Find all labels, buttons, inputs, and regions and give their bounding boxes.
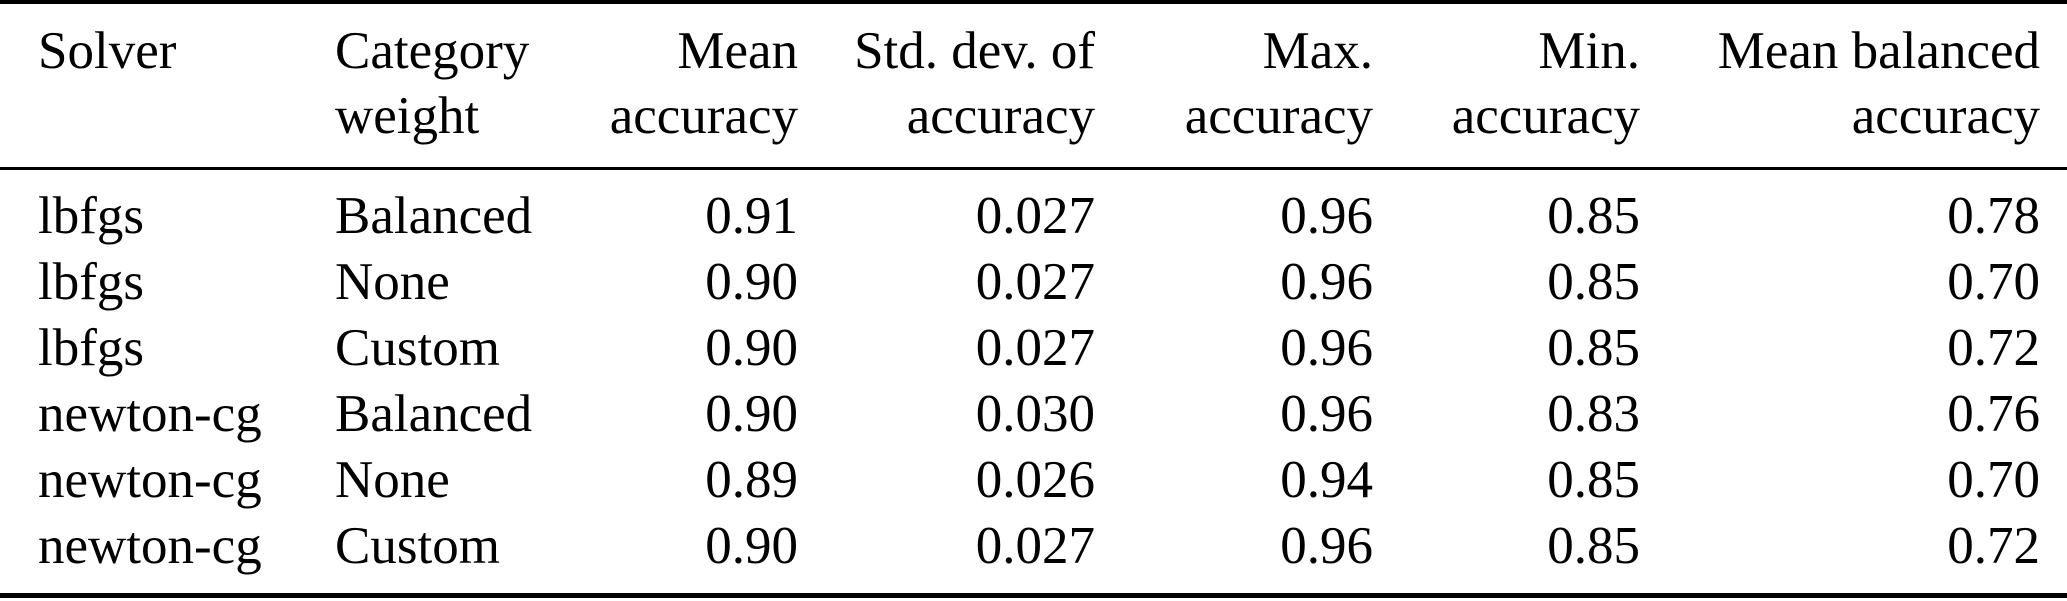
- column-header-std-dev-of-accuracy: Std. dev. of accuracy: [798, 2, 1095, 170]
- header-line2: accuracy: [906, 87, 1095, 145]
- cell-category-weight: None: [335, 451, 450, 509]
- column-header-max-accuracy: Max. accuracy: [1095, 2, 1373, 170]
- table-row: newton-cg Balanced 0.90 0.030 0.96 0.83 …: [0, 381, 2067, 447]
- cell-min-accuracy: 0.85: [1547, 319, 1640, 377]
- cell-mean-balanced-accuracy: 0.70: [1947, 451, 2040, 509]
- cell-std-dev-of-accuracy: 0.027: [975, 319, 1095, 377]
- header-line1: Solver: [38, 22, 177, 80]
- cell-solver: newton-cg: [38, 451, 262, 509]
- column-header-min-accuracy: Min. accuracy: [1373, 2, 1640, 170]
- header-line1: Category: [335, 22, 530, 80]
- cell-category-weight: None: [335, 253, 450, 311]
- cell-solver: newton-cg: [38, 385, 262, 443]
- cell-max-accuracy: 0.94: [1280, 451, 1373, 509]
- header-line2: accuracy: [1851, 87, 2040, 145]
- cell-std-dev-of-accuracy: 0.027: [975, 187, 1095, 245]
- cell-std-dev-of-accuracy: 0.027: [975, 517, 1095, 575]
- cell-solver: lbfgs: [38, 187, 144, 245]
- cell-max-accuracy: 0.96: [1280, 253, 1373, 311]
- cell-category-weight: Custom: [335, 319, 500, 377]
- header-line1: Min.: [1538, 22, 1640, 80]
- column-header-solver: Solver: [0, 2, 335, 170]
- cell-min-accuracy: 0.85: [1547, 517, 1640, 575]
- cell-solver: lbfgs: [38, 253, 144, 311]
- cell-std-dev-of-accuracy: 0.027: [975, 253, 1095, 311]
- cell-mean-accuracy: 0.90: [705, 319, 798, 377]
- cell-max-accuracy: 0.96: [1280, 517, 1373, 575]
- cell-min-accuracy: 0.85: [1547, 253, 1640, 311]
- cell-mean-accuracy: 0.90: [705, 253, 798, 311]
- column-header-mean-balanced-accuracy: Mean balanced accuracy: [1640, 2, 2067, 170]
- cell-mean-balanced-accuracy: 0.72: [1947, 517, 2040, 575]
- cell-category-weight: Balanced: [335, 385, 533, 443]
- table-row: newton-cg None 0.89 0.026 0.94 0.85 0.70: [0, 447, 2067, 513]
- header-line1: Std. dev. of: [854, 22, 1095, 80]
- header-line1: Mean balanced: [1717, 22, 2040, 80]
- cell-mean-accuracy: 0.89: [705, 451, 798, 509]
- header-line1: Mean: [677, 22, 798, 80]
- cell-std-dev-of-accuracy: 0.030: [975, 385, 1095, 443]
- cell-max-accuracy: 0.96: [1280, 187, 1373, 245]
- cell-mean-balanced-accuracy: 0.78: [1947, 187, 2040, 245]
- header-line2: accuracy: [1184, 87, 1373, 145]
- cell-std-dev-of-accuracy: 0.026: [975, 451, 1095, 509]
- cell-mean-accuracy: 0.90: [705, 385, 798, 443]
- header-row: Solver Category weight Mean accuracy Std…: [0, 2, 2067, 170]
- cell-category-weight: Custom: [335, 517, 500, 575]
- cell-mean-balanced-accuracy: 0.72: [1947, 319, 2040, 377]
- cell-solver: lbfgs: [38, 319, 144, 377]
- cell-mean-accuracy: 0.90: [705, 517, 798, 575]
- cell-min-accuracy: 0.85: [1547, 187, 1640, 245]
- column-header-category-weight: Category weight: [335, 2, 560, 170]
- table-row: newton-cg Custom 0.90 0.027 0.96 0.85 0.…: [0, 513, 2067, 596]
- table-row: lbfgs Balanced 0.91 0.027 0.96 0.85 0.78: [0, 169, 2067, 250]
- cell-max-accuracy: 0.96: [1280, 385, 1373, 443]
- cell-category-weight: Balanced: [335, 187, 533, 245]
- cell-mean-balanced-accuracy: 0.70: [1947, 253, 2040, 311]
- cell-solver: newton-cg: [38, 517, 262, 575]
- header-line1: Max.: [1262, 22, 1373, 80]
- column-header-mean-accuracy: Mean accuracy: [560, 2, 798, 170]
- cell-min-accuracy: 0.85: [1547, 451, 1640, 509]
- table-body: lbfgs Balanced 0.91 0.027 0.96 0.85 0.78…: [0, 169, 2067, 596]
- cell-mean-accuracy: 0.91: [705, 187, 798, 245]
- header-line2: weight: [335, 87, 480, 145]
- cell-min-accuracy: 0.83: [1547, 385, 1640, 443]
- table-row: lbfgs None 0.90 0.027 0.96 0.85 0.70: [0, 249, 2067, 315]
- header-line2: accuracy: [1451, 87, 1640, 145]
- cell-mean-balanced-accuracy: 0.76: [1947, 385, 2040, 443]
- cell-max-accuracy: 0.96: [1280, 319, 1373, 377]
- table-header: Solver Category weight Mean accuracy Std…: [0, 2, 2067, 170]
- header-line2: accuracy: [609, 87, 798, 145]
- table-row: lbfgs Custom 0.90 0.027 0.96 0.85 0.72: [0, 315, 2067, 381]
